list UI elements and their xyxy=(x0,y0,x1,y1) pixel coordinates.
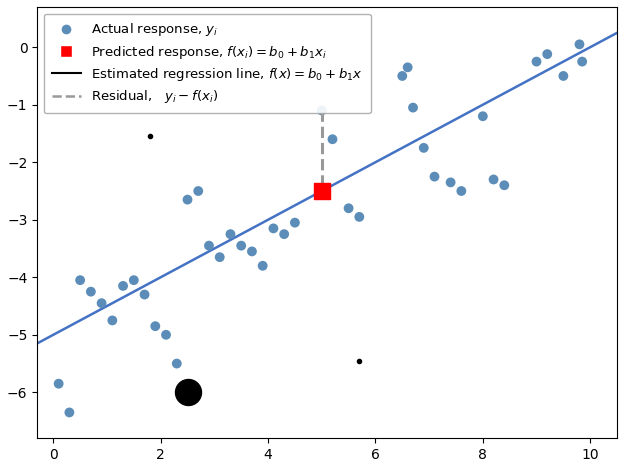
Point xyxy=(317,187,327,195)
Point xyxy=(575,41,585,48)
Point xyxy=(542,50,552,58)
Point xyxy=(419,144,429,151)
Point xyxy=(215,253,225,261)
Point xyxy=(354,213,364,220)
Point xyxy=(397,72,407,80)
Point xyxy=(328,136,338,143)
Point xyxy=(258,262,268,270)
Point xyxy=(118,282,128,290)
Legend: Actual response, $y_i$, Predicted response, $f(x_i) = b_0 + b_1x_i$, Estimated r: Actual response, $y_i$, Predicted respon… xyxy=(44,14,371,113)
Point xyxy=(86,288,96,295)
Point xyxy=(402,64,412,71)
Point xyxy=(268,225,278,232)
Point xyxy=(182,389,192,396)
Point xyxy=(456,187,466,195)
Point xyxy=(172,360,182,367)
Point xyxy=(182,196,192,204)
Point xyxy=(150,322,160,330)
Point xyxy=(344,204,354,212)
Point xyxy=(499,182,509,189)
Point xyxy=(107,317,117,324)
Point xyxy=(532,58,542,65)
Point xyxy=(478,113,488,120)
Point xyxy=(489,176,499,183)
Point xyxy=(317,107,327,114)
Point xyxy=(161,331,171,339)
Point xyxy=(54,380,64,387)
Point xyxy=(204,242,214,250)
Point xyxy=(446,179,456,186)
Point xyxy=(290,219,300,227)
Point xyxy=(236,242,246,250)
Point xyxy=(279,230,289,238)
Point xyxy=(577,58,587,65)
Point xyxy=(140,291,150,298)
Point xyxy=(247,248,257,255)
Point xyxy=(75,276,85,284)
Point xyxy=(193,187,203,195)
Point xyxy=(354,357,364,364)
Point xyxy=(145,133,155,140)
Point xyxy=(129,276,139,284)
Point xyxy=(97,299,107,307)
Point xyxy=(429,173,439,181)
Point xyxy=(225,230,235,238)
Point xyxy=(558,72,568,80)
Point xyxy=(64,408,74,416)
Point xyxy=(408,104,418,111)
